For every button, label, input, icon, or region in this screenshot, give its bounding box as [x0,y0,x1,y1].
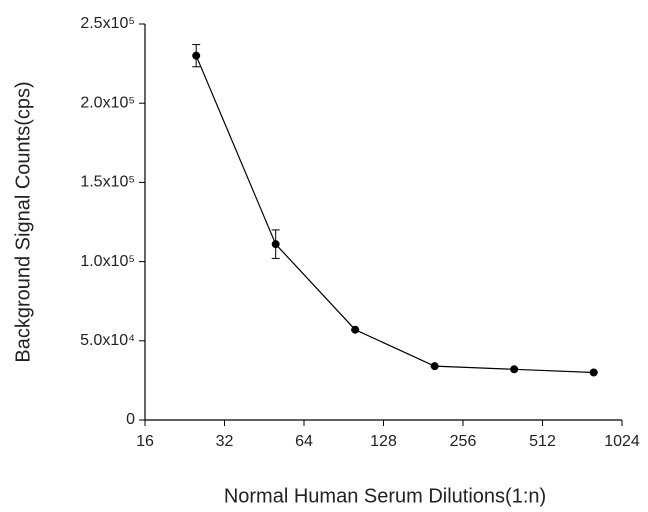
x-axis-title: Normal Human Serum Dilutions(1:n) [224,485,546,507]
y-tick-label: 5.0x10⁴ [80,332,135,349]
x-tick-label: 1024 [604,433,640,450]
x-tick-label: 32 [216,433,234,450]
x-tick-label: 64 [295,433,313,450]
y-tick-label: 1.0x10⁵ [80,253,135,270]
y-tick-label: 2.0x10⁵ [80,94,135,111]
y-tick-label: 1.5x10⁵ [80,174,135,191]
data-point [589,368,598,377]
data-point [430,362,439,371]
x-tick-label: 256 [450,433,477,450]
data-point [510,365,519,374]
data-point [351,325,360,334]
data-point [192,51,201,60]
x-tick-label: 128 [370,433,397,450]
y-tick-label: 0 [126,411,135,428]
series-line [195,55,594,374]
x-tick-label: 512 [529,433,556,450]
data-point [271,240,280,249]
x-tick-label: 16 [136,433,154,450]
y-tick-label: 2.5x10⁵ [80,15,135,32]
y-axis-title: Background Signal Counts(cps) [12,81,34,362]
